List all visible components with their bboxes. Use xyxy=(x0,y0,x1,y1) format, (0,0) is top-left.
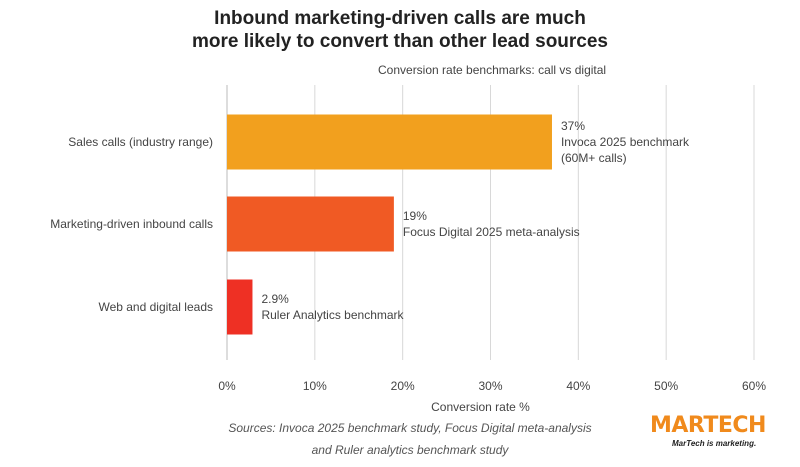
data-label: 2.9% xyxy=(261,292,289,306)
bar-annotation: (60M+ calls) xyxy=(561,151,627,165)
bar xyxy=(227,114,552,170)
category-label: Sales calls (industry range) xyxy=(68,135,213,149)
x-tick-label: 10% xyxy=(303,379,327,393)
x-axis-label: Conversion rate % xyxy=(431,400,530,414)
x-tick-label: 40% xyxy=(566,379,590,393)
logo-tagline: MarTech is marketing. xyxy=(672,439,757,448)
x-tick-label: 50% xyxy=(654,379,678,393)
bar xyxy=(227,279,253,335)
x-tick-label: 60% xyxy=(742,379,766,393)
sources-line-2: and Ruler analytics benchmark study xyxy=(311,443,509,457)
logo-brand: MARTECH xyxy=(650,413,766,438)
bar-annotation: Invoca 2025 benchmark xyxy=(561,135,690,149)
data-label: 37% xyxy=(561,119,585,133)
chart-title-line-2: more likely to convert than other lead s… xyxy=(191,31,608,52)
x-tick-label: 30% xyxy=(478,379,502,393)
sources-line-1: Sources: Invoca 2025 benchmark study, Fo… xyxy=(228,421,592,435)
bar-annotation: Ruler Analytics benchmark xyxy=(261,308,404,322)
category-label: Web and digital leads xyxy=(98,300,213,314)
martech-logo: MARTECH MarTech is marketing. xyxy=(650,414,766,449)
x-tick-label: 20% xyxy=(391,379,415,393)
bar xyxy=(227,196,394,252)
category-label: Marketing-driven inbound calls xyxy=(50,217,213,231)
bar-annotation: Focus Digital 2025 meta-analysis xyxy=(403,225,580,239)
chart-subtitle: Conversion rate benchmarks: call vs digi… xyxy=(378,63,607,77)
data-label: 19% xyxy=(403,209,427,223)
chart-title-line-1: Inbound marketing-driven calls are much xyxy=(214,8,586,29)
x-tick-label: 0% xyxy=(218,379,236,393)
